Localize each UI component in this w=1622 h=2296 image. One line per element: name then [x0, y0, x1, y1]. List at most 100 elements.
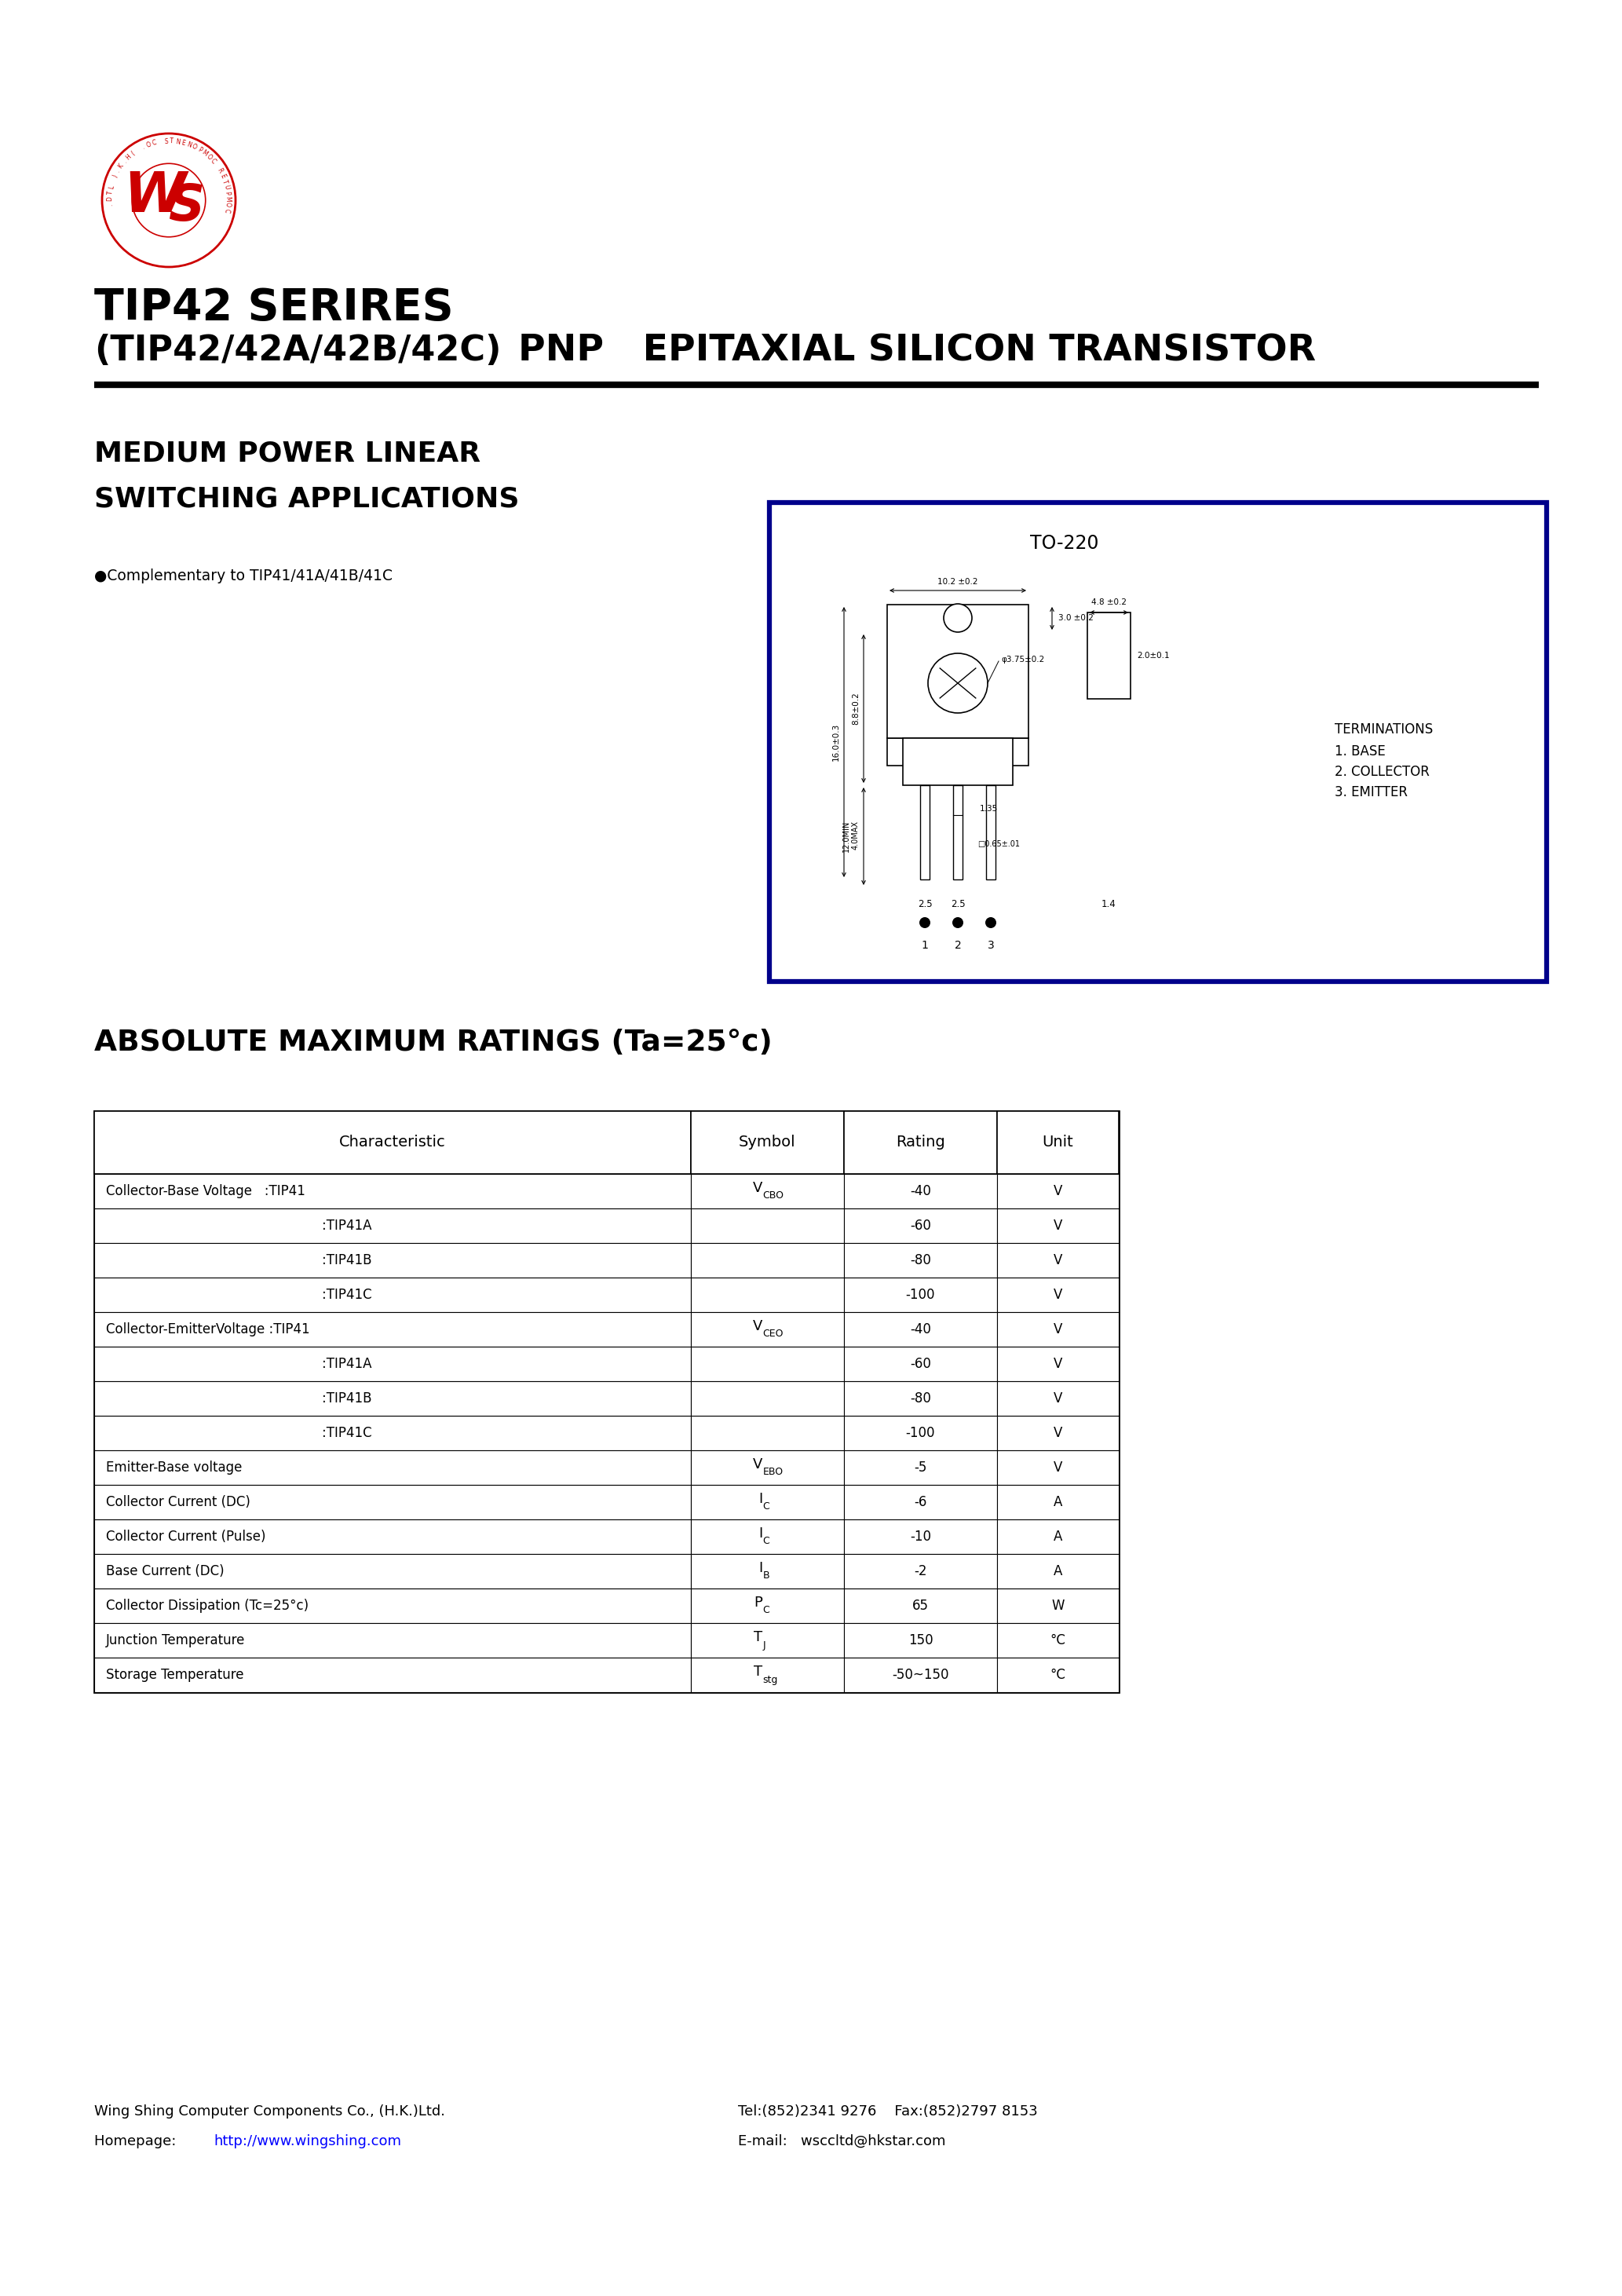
Text: Rating: Rating [895, 1134, 946, 1150]
Text: (: ( [130, 149, 136, 156]
Text: Homepage:: Homepage: [94, 2135, 185, 2149]
Bar [691, 1623, 843, 1658]
Text: I: I [759, 1527, 762, 1541]
Text: :TIP41B: :TIP41B [321, 1391, 371, 1405]
Bar [94, 1451, 691, 1486]
Text: (TIP42/42A/42B/42C): (TIP42/42A/42B/42C) [94, 333, 501, 367]
Text: Base Current (DC): Base Current (DC) [105, 1564, 224, 1577]
Bar [998, 1382, 1119, 1417]
Text: -60: -60 [910, 1357, 931, 1371]
Bar [691, 1554, 843, 1589]
Text: 3.0 ±0.2: 3.0 ±0.2 [1058, 615, 1093, 622]
Text: 10.2 ±0.2: 10.2 ±0.2 [938, 579, 978, 585]
Text: -100: -100 [905, 1288, 936, 1302]
Text: 1.35: 1.35 [980, 806, 998, 813]
Bar [887, 604, 1028, 737]
Circle shape [928, 654, 988, 714]
Text: V: V [1053, 1391, 1062, 1405]
Bar [691, 1589, 843, 1623]
Bar [94, 1589, 691, 1623]
Bar [94, 1417, 691, 1451]
Bar [998, 1623, 1119, 1658]
Text: 2.5: 2.5 [950, 900, 965, 909]
Text: φ3.75±0.2: φ3.75±0.2 [1001, 657, 1045, 664]
Text: 8.8±0.2: 8.8±0.2 [852, 693, 860, 726]
Bar [843, 1417, 998, 1451]
Text: TERMINATIONS: TERMINATIONS [1335, 723, 1432, 737]
Text: C: C [762, 1536, 769, 1548]
Text: -10: -10 [910, 1529, 931, 1543]
Text: :TIP41B: :TIP41B [321, 1254, 371, 1267]
Text: S: S [169, 181, 204, 232]
Text: R: R [216, 168, 224, 174]
Bar [843, 1451, 998, 1486]
Bar [94, 1554, 691, 1589]
Text: -80: -80 [910, 1254, 931, 1267]
Text: Collector Current (Pulse): Collector Current (Pulse) [105, 1529, 266, 1543]
Text: -50~150: -50~150 [892, 1667, 949, 1683]
Text: J: J [762, 1639, 766, 1651]
Bar [94, 1623, 691, 1658]
Bar [691, 1417, 843, 1451]
Text: O: O [191, 142, 198, 152]
Text: ●Complementary to TIP41/41A/41B/41C: ●Complementary to TIP41/41A/41B/41C [94, 569, 393, 583]
Text: Junction Temperature: Junction Temperature [105, 1632, 245, 1649]
Text: :TIP41C: :TIP41C [321, 1426, 371, 1440]
Text: :TIP41A: :TIP41A [321, 1219, 371, 1233]
Bar [954, 785, 962, 879]
Text: 1: 1 [921, 939, 928, 951]
Text: 12.0MIN
4.0MAX: 12.0MIN 4.0MAX [843, 820, 860, 852]
Text: ): ) [112, 174, 118, 179]
Text: 3. EMITTER: 3. EMITTER [1335, 785, 1408, 799]
Text: N: N [175, 138, 180, 147]
Bar [998, 1111, 1119, 1173]
Text: P: P [754, 1596, 762, 1609]
Text: H: H [125, 154, 133, 161]
Text: C: C [762, 1605, 769, 1616]
Bar [843, 1311, 998, 1348]
Text: V: V [1053, 1185, 1062, 1199]
Text: 2. COLLECTOR: 2. COLLECTOR [1335, 765, 1429, 778]
Text: B: B [762, 1570, 769, 1582]
Text: Collector-EmitterVoltage :TIP41: Collector-EmitterVoltage :TIP41 [105, 1322, 310, 1336]
Text: □0.65±.01: □0.65±.01 [978, 840, 1020, 847]
Text: -80: -80 [910, 1391, 931, 1405]
Text: W: W [123, 170, 187, 223]
Text: -40: -40 [910, 1185, 931, 1199]
Text: :TIP41A: :TIP41A [321, 1357, 371, 1371]
Text: V: V [1053, 1460, 1062, 1474]
Bar [843, 1520, 998, 1554]
Text: V: V [753, 1320, 762, 1334]
Text: V: V [753, 1180, 762, 1196]
Text: Wing Shing Computer Components Co., (H.K.)Ltd.: Wing Shing Computer Components Co., (H.K… [94, 2105, 444, 2119]
Text: 65: 65 [912, 1598, 929, 1612]
Text: V: V [1053, 1219, 1062, 1233]
Bar [998, 1520, 1119, 1554]
Circle shape [952, 916, 963, 928]
Bar [843, 1382, 998, 1417]
Bar [998, 1277, 1119, 1311]
Circle shape [920, 916, 931, 928]
Text: L: L [107, 184, 115, 191]
Text: http://www.wingshing.com: http://www.wingshing.com [214, 2135, 401, 2149]
Text: V: V [1053, 1254, 1062, 1267]
Text: °C: °C [1049, 1667, 1066, 1683]
Bar [94, 1111, 1119, 1692]
Bar [843, 1658, 998, 1692]
Text: I: I [759, 1561, 762, 1575]
Text: S: S [164, 138, 169, 145]
Bar [94, 1520, 691, 1554]
Bar [691, 1111, 843, 1173]
Bar [998, 1417, 1119, 1451]
Text: I: I [759, 1492, 762, 1506]
Bar [691, 1242, 843, 1277]
Text: V: V [1053, 1426, 1062, 1440]
Text: 16.0±0.3: 16.0±0.3 [832, 723, 840, 760]
Bar [843, 1242, 998, 1277]
Text: EBO: EBO [762, 1467, 783, 1476]
Bar [998, 1208, 1119, 1242]
Bar [691, 1520, 843, 1554]
Text: CEO: CEO [762, 1329, 783, 1339]
Bar [998, 1658, 1119, 1692]
Text: C: C [222, 209, 230, 214]
